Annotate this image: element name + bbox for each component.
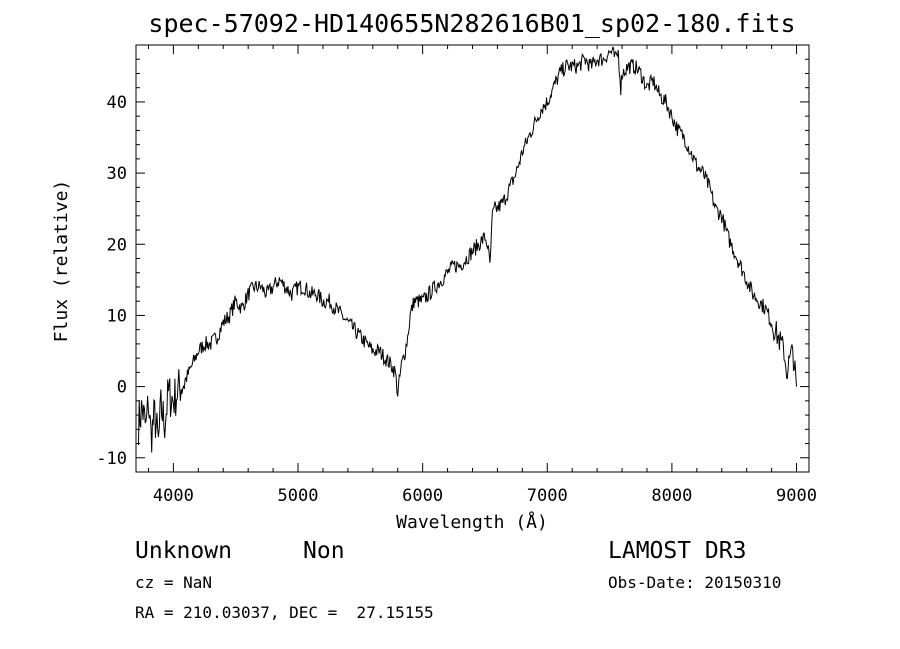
spectral-subclass: Non	[303, 538, 345, 564]
y-tick-label: -10	[96, 449, 127, 469]
x-tick-label: 8000	[651, 486, 692, 506]
chart-title: spec-57092-HD140655N282616B01_sp02-180.f…	[148, 9, 795, 38]
y-axis-label: Flux (relative)	[51, 180, 72, 343]
x-tick-label: 6000	[402, 486, 443, 506]
x-tick-label: 9000	[776, 486, 817, 506]
x-tick-label: 4000	[153, 486, 194, 506]
plot-frame	[135, 44, 810, 473]
coordinates: RA = 210.03037, DEC = 27.15155	[135, 603, 434, 622]
survey-name: LAMOST DR3	[608, 538, 747, 564]
spectral-class: Unknown	[135, 538, 232, 564]
series-layer	[138, 46, 797, 453]
y-tick-label: 0	[117, 378, 127, 398]
y-tick-label: 10	[107, 306, 127, 326]
spectrum-line	[138, 46, 797, 453]
redshift-cz: cz = NaN	[135, 573, 213, 592]
y-tick-label: 30	[107, 164, 127, 184]
x-tick-label: 5000	[278, 486, 319, 506]
x-axis-label: Wavelength (Å)	[396, 511, 548, 533]
observation-date: Obs-Date: 20150310	[608, 573, 782, 592]
axis-tick-labels: 4000 5000 6000 7000 8000 9000 -10 0 10 20 30 40	[96, 93, 817, 506]
y-tick-label: 20	[107, 235, 127, 255]
y-tick-label: 40	[107, 93, 127, 113]
axis-ticks	[136, 44, 809, 473]
x-tick-label: 7000	[527, 486, 568, 506]
